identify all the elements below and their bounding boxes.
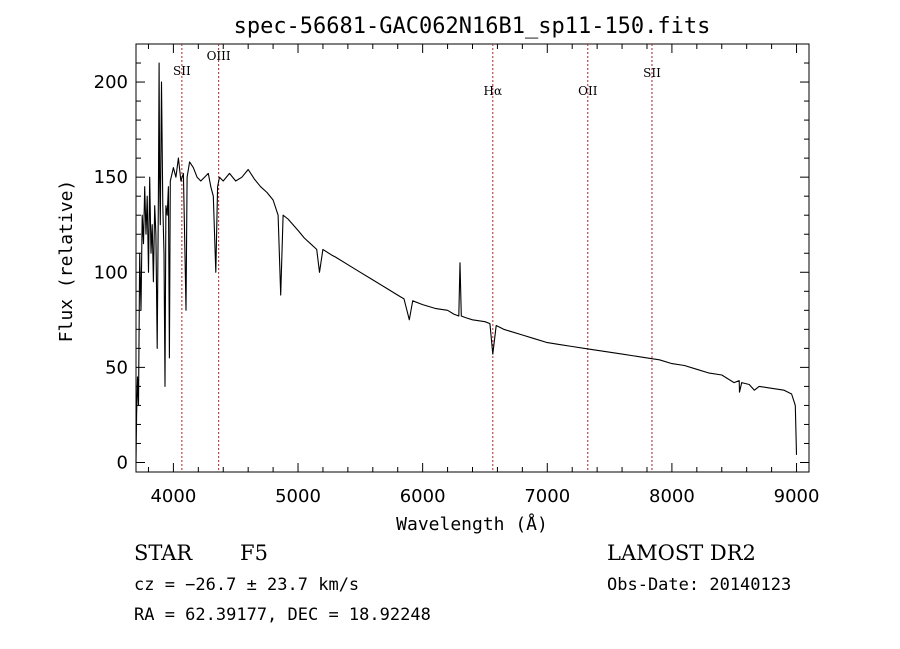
y-tick-label: 50 xyxy=(105,357,128,378)
x-tick-label: 5000 xyxy=(275,486,321,507)
spectrum-line xyxy=(135,62,798,463)
plot-area: 4000 5000 6000 7000 8000 9000 0 50 100 150 200 SII O… xyxy=(94,43,820,507)
spectral-line-label: OIII xyxy=(207,49,231,63)
x-tick-label: 6000 xyxy=(400,486,446,507)
spectral-line-label: OII xyxy=(578,84,598,98)
spectral-line-label: SII xyxy=(173,64,191,78)
y-axis-label: Flux (relative) xyxy=(56,180,77,343)
chart-title: spec-56681-GAC062N16B1_sp11-150.fits xyxy=(234,14,711,39)
redshift-text: cz = −26.7 ± 23.7 km/s xyxy=(134,575,359,595)
y-tick-label: 0 xyxy=(117,452,128,473)
plot-frame xyxy=(135,43,810,473)
object-class: STAR xyxy=(134,541,193,565)
spectral-line-label: SII xyxy=(643,66,661,80)
x-tick-label: 4000 xyxy=(150,486,196,507)
spectral-line-label: Hα xyxy=(484,84,503,98)
x-axis-label: Wavelength (Å) xyxy=(396,513,548,535)
x-tick-label: 9000 xyxy=(774,486,820,507)
object-subclass: F5 xyxy=(240,541,268,565)
y-tick-label: 200 xyxy=(94,72,128,93)
x-tick-label: 7000 xyxy=(524,486,570,507)
x-tick-label: 8000 xyxy=(649,486,695,507)
y-tick-label: 100 xyxy=(94,262,128,283)
coords-text: RA = 62.39177, DEC = 18.92248 xyxy=(134,605,431,625)
survey-name: LAMOST DR2 xyxy=(607,541,756,565)
y-tick-label: 150 xyxy=(94,167,128,188)
obs-date: Obs-Date: 20140123 xyxy=(607,575,791,595)
